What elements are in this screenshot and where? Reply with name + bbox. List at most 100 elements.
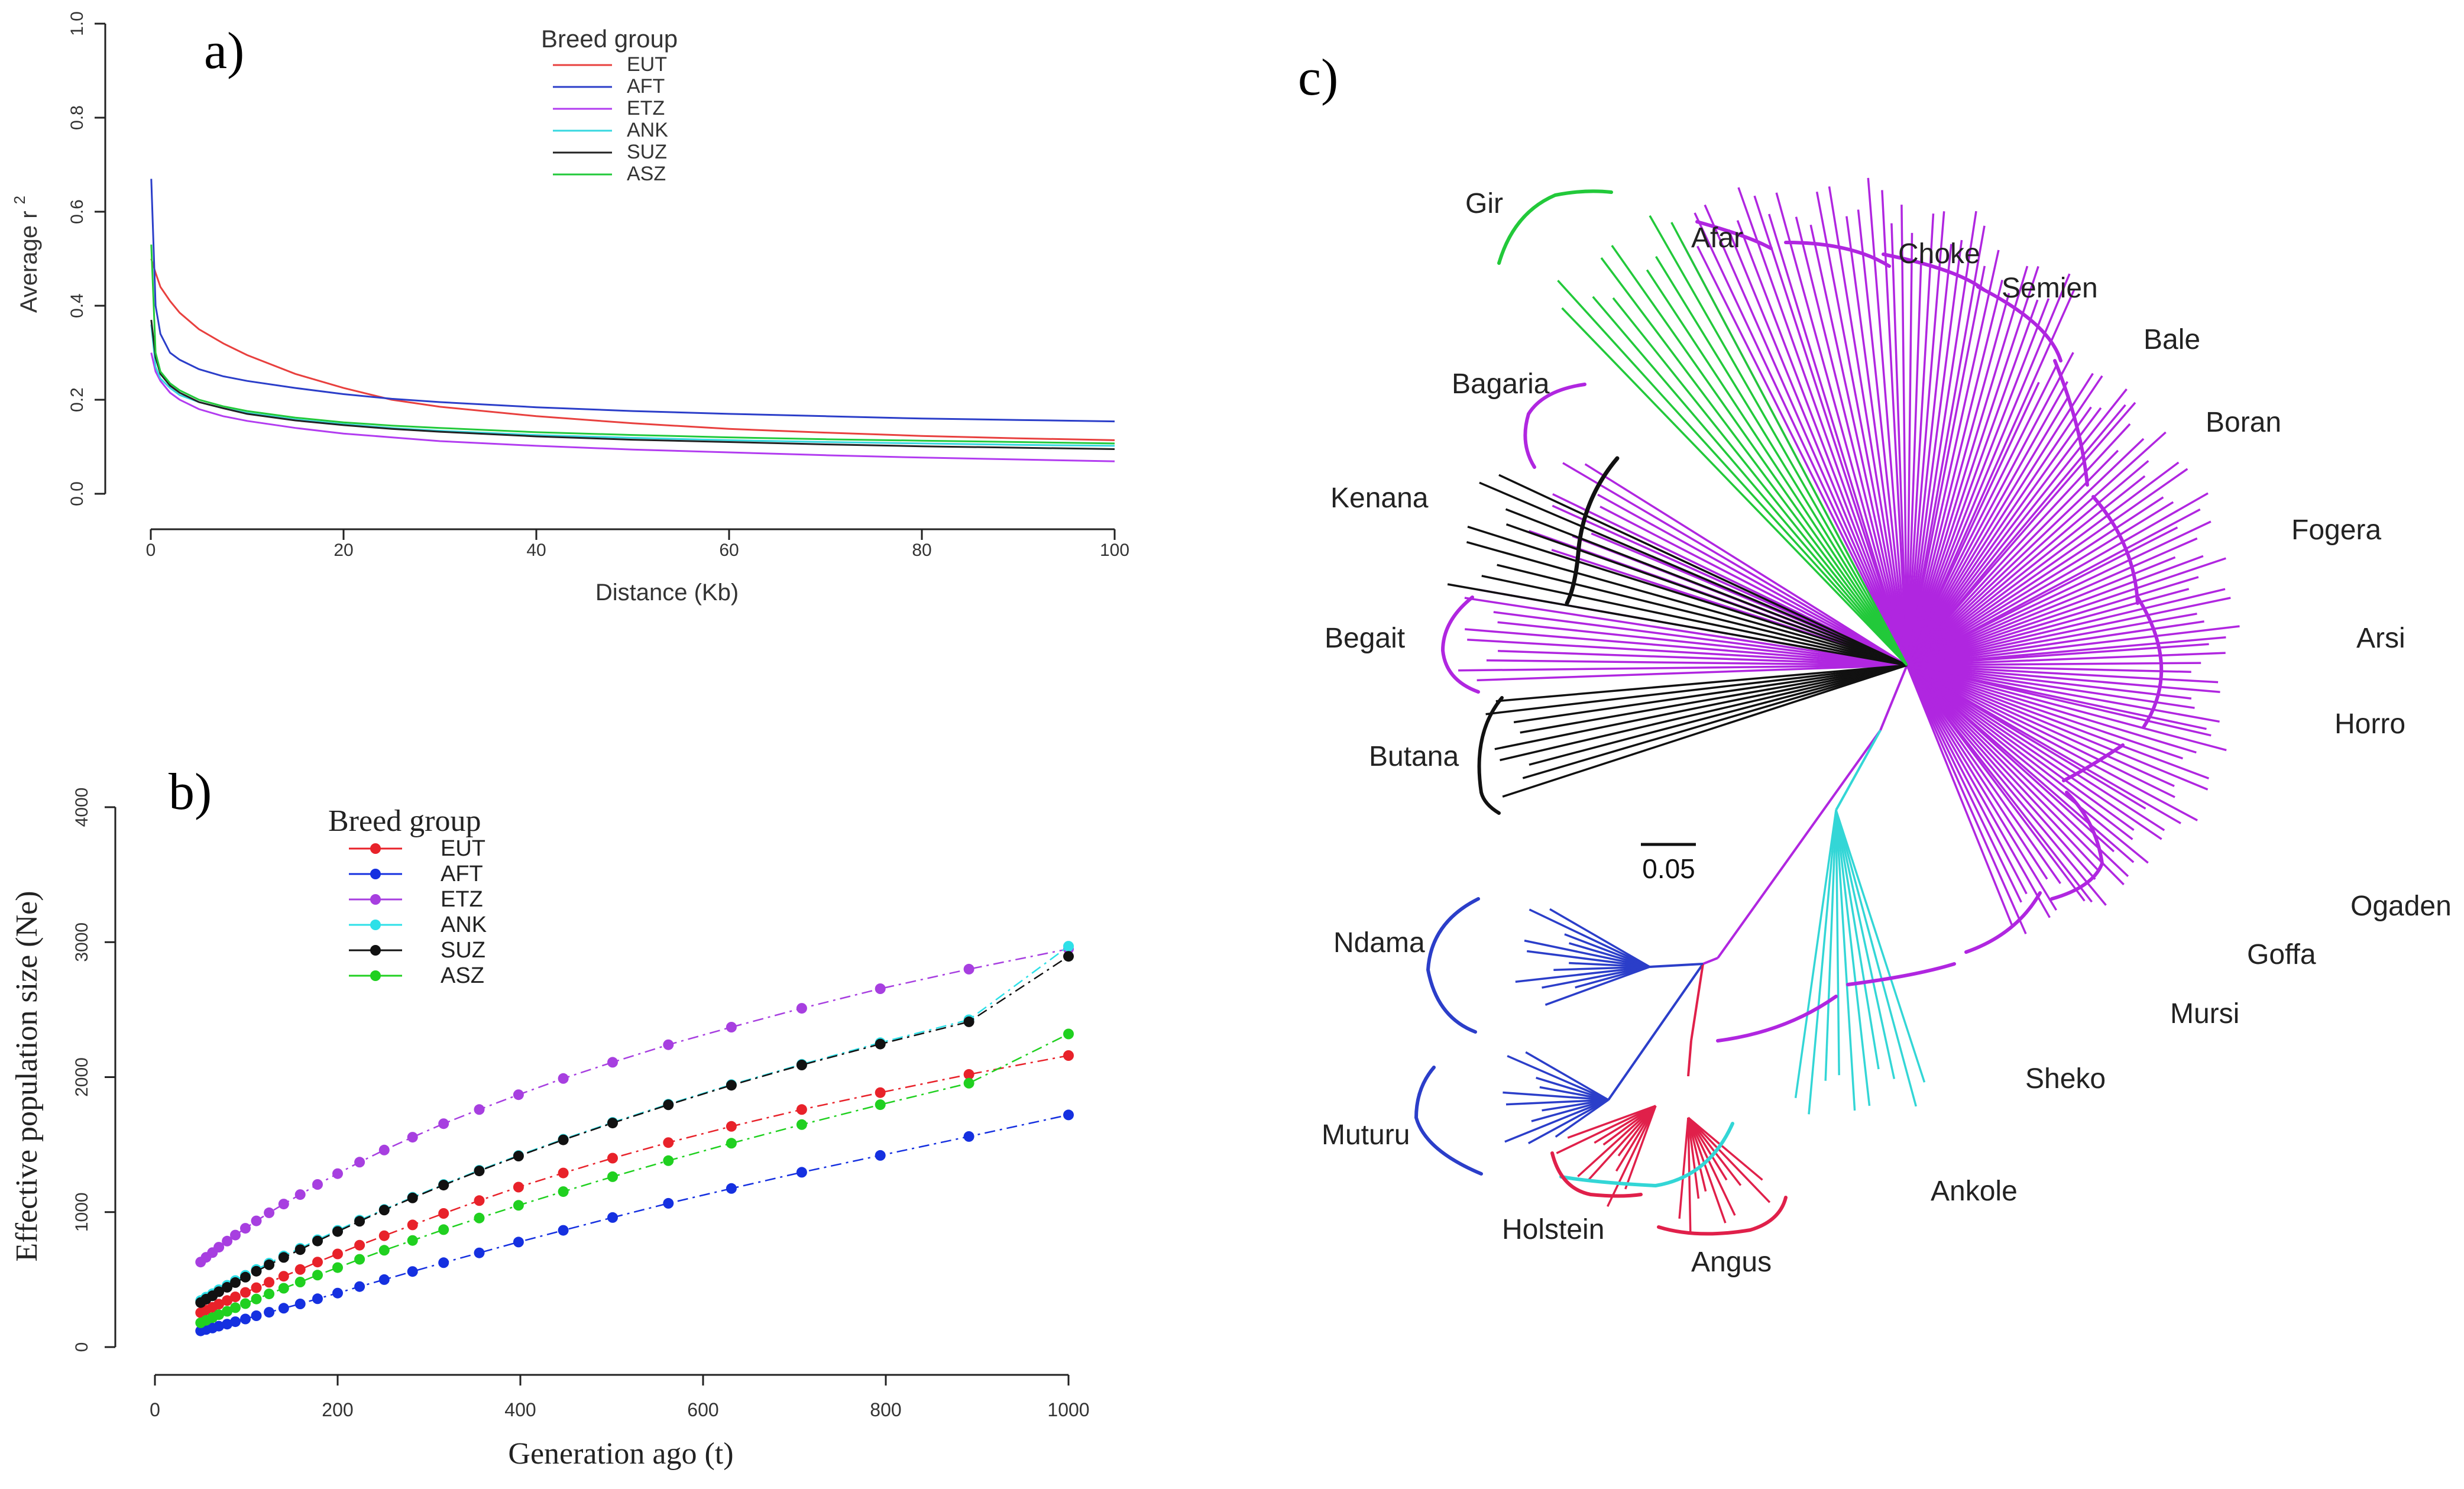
tree-branch-fogera xyxy=(1906,402,2136,666)
tree-label-ankole: Ankole xyxy=(1931,1176,2018,1207)
panel-b-point-suz xyxy=(240,1271,251,1283)
panel-b-point-suz xyxy=(264,1259,275,1270)
tree-label-boran: Boran xyxy=(2206,407,2281,438)
tree-branch-mursi xyxy=(1906,664,2096,880)
tree-label-kenana: Kenana xyxy=(1330,483,1429,514)
tree-bracket-horro xyxy=(2062,743,2125,782)
tree-branch-ankole xyxy=(1835,810,1871,1106)
tree-bracket-bale xyxy=(1976,285,2062,362)
tree-bracket-ankole xyxy=(1559,1122,1734,1188)
tree-branch-holstein xyxy=(1607,1105,1657,1208)
panel-b-y-tick-label: 2000 xyxy=(72,1057,92,1097)
tree-bracket-arsi xyxy=(2136,595,2164,729)
tree-branch-horro xyxy=(1906,664,2191,673)
panel-b-point-suz xyxy=(251,1265,262,1277)
tree-branch-begait xyxy=(1477,664,1908,682)
panel-b-point-eut xyxy=(407,1219,418,1231)
tree-branch-muturu xyxy=(1539,1086,1609,1101)
tree-branch-bale xyxy=(1906,273,2071,666)
tree-branch-angus xyxy=(1687,1117,1727,1223)
panel-b-point-suz xyxy=(294,1244,306,1255)
panel-a-x-tick-label: 0 xyxy=(146,540,156,560)
tree-branch-ogaden xyxy=(1906,664,2175,798)
panel-b-point-suz xyxy=(278,1252,289,1263)
tree-branch-semien xyxy=(1890,223,1908,666)
tree-bracket-choke xyxy=(1784,241,1891,268)
tree-branch-boran xyxy=(1906,352,2074,666)
tree-label-sheko: Sheko xyxy=(2025,1063,2106,1095)
panel-b-point-suz xyxy=(558,1134,569,1145)
tree-branch-choke xyxy=(1845,216,1908,666)
panel-b-point-etz xyxy=(407,1132,418,1143)
tree-branch-semien xyxy=(1906,239,1963,666)
panel-c-label: c) xyxy=(1298,49,1338,106)
panel-a-y-axis-label: Average r xyxy=(16,211,42,313)
panel-b-point-asz xyxy=(663,1155,674,1166)
tree-branch-choke xyxy=(1795,216,1908,666)
panel-b-point-eut xyxy=(378,1230,390,1241)
panel-b-point-etz xyxy=(963,963,974,975)
tree-branch-butana xyxy=(1529,664,1908,766)
tree-bracket-bagaria xyxy=(1523,383,1586,469)
panel-b-point-etz xyxy=(240,1223,251,1234)
panel-b-point-eut xyxy=(607,1153,618,1164)
panel-b-point-asz xyxy=(474,1212,485,1223)
tree-branch-ankole xyxy=(1794,810,1837,1098)
panel-b-point-asz xyxy=(264,1289,275,1300)
tree-branch-arsi xyxy=(1906,537,2198,666)
tree-branch-holstein xyxy=(1624,1105,1657,1190)
tree-branch-fogera xyxy=(1906,423,2131,666)
panel-b-point-asz xyxy=(513,1200,524,1211)
panel-b-point-aft xyxy=(230,1316,241,1328)
panel-b-label: b) xyxy=(169,763,212,821)
tree-label-bale: Bale xyxy=(2144,324,2200,355)
tree-branch-kenana xyxy=(1497,564,1908,666)
panel-a-legend-label: SUZ xyxy=(627,141,667,163)
tree-branch-fogera xyxy=(1906,461,2180,666)
panel-b-point-asz xyxy=(378,1245,390,1256)
tree-branch-fogera xyxy=(1906,449,2119,666)
panel-b-point-etz xyxy=(294,1189,306,1200)
panel-b-point-eut xyxy=(963,1069,974,1080)
panel-b-point-eut xyxy=(726,1121,737,1132)
tree-label-muturu: Muturu xyxy=(1322,1119,1410,1151)
panel-b-series-line-suz xyxy=(200,956,1069,1303)
tree-branch-arsi xyxy=(1906,557,2226,666)
tree-bracket-begait xyxy=(1440,595,1480,694)
panel-b-point-aft xyxy=(558,1225,569,1236)
panel-b-point-aft xyxy=(407,1266,418,1277)
tree-branch-bagaria xyxy=(1600,506,1908,666)
panel-b-point-suz xyxy=(407,1192,418,1203)
panel-b-point-aft xyxy=(796,1167,807,1178)
tree-branch-choke xyxy=(1775,192,1908,666)
tree-branch-ndama xyxy=(1553,966,1650,971)
tree-branch-sheko xyxy=(1906,665,2057,911)
panel-b-point-aft xyxy=(294,1299,306,1309)
panel-b-series-line-aft xyxy=(200,1114,1069,1332)
panel-b-y-tick-label: 0 xyxy=(72,1342,92,1352)
tree-branch-kenana xyxy=(1466,541,1908,666)
panel-b-point-aft xyxy=(264,1307,275,1318)
tree-branch-mursi xyxy=(1906,664,2099,871)
tree-branch-goffa xyxy=(1906,664,2135,831)
tree-branch-semien xyxy=(1906,211,1945,666)
panel-b-point-etz xyxy=(438,1118,449,1129)
panel-b-point-etz xyxy=(726,1022,737,1032)
tree-branch-butana xyxy=(1502,664,1908,798)
panel-b-point-etz xyxy=(354,1157,365,1168)
panel-b-point-aft xyxy=(726,1183,737,1194)
panel-b-point-eut xyxy=(474,1195,485,1206)
tree-bracket-boran xyxy=(2053,359,2089,487)
panel-a-x-tick-label: 60 xyxy=(719,540,739,560)
tree-branch-semien xyxy=(1906,232,1913,666)
tree-branch-afar xyxy=(1704,204,1908,666)
panel-b-point-eut xyxy=(294,1264,306,1275)
tree-branch-ndama xyxy=(1545,966,1650,1006)
tree-branch-afar xyxy=(1737,187,1908,666)
tree-branch-ankole xyxy=(1808,810,1837,1115)
panel-b-series-line-asz xyxy=(200,1033,1069,1324)
panel-b-point-etz xyxy=(278,1199,289,1210)
tree-branch-ankole xyxy=(1835,810,1840,1076)
panel-a-series-etz xyxy=(150,352,1115,462)
